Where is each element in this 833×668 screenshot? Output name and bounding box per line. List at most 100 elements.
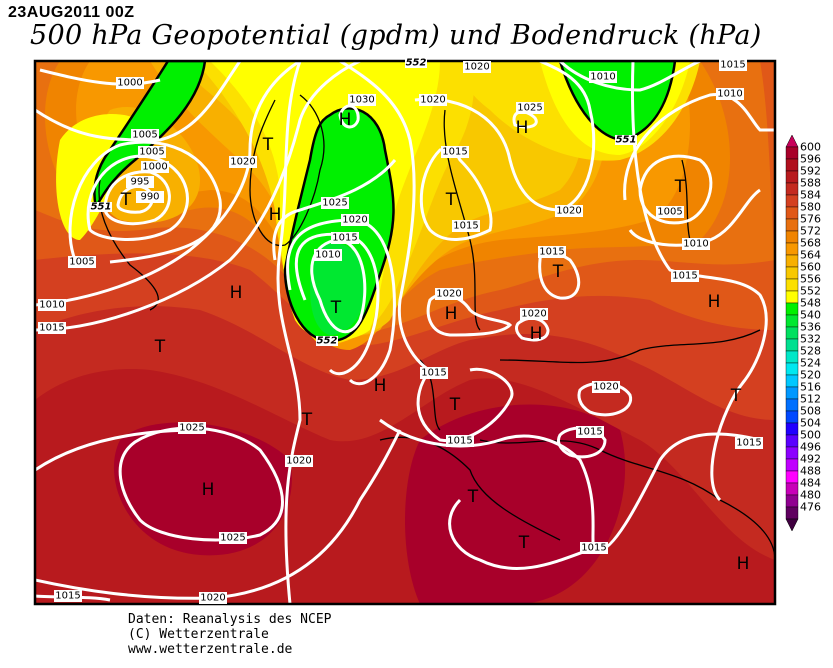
high-pressure-marker: H xyxy=(708,292,721,312)
colorbar-tick-label: 540 xyxy=(800,309,821,322)
isobar-label: 1020 xyxy=(229,156,257,168)
low-pressure-marker: T xyxy=(330,298,342,318)
isobar-label: 1015 xyxy=(446,435,474,447)
isobar-value: 1020 xyxy=(420,95,445,106)
isobar-label: 1000 xyxy=(116,77,144,89)
low-pressure-marker: T xyxy=(301,410,313,430)
isobar-value: 1015 xyxy=(539,247,564,258)
isobar-value: 1005 xyxy=(657,207,682,218)
colorbar-tick-label: 524 xyxy=(800,357,821,370)
low-pressure-marker: T xyxy=(730,386,742,406)
isobar-label: 1020 xyxy=(341,214,369,226)
isobar-label: 990 xyxy=(136,191,164,203)
isobar-value: 1020 xyxy=(230,157,255,168)
isobars xyxy=(35,61,775,604)
colorbar-tick-label: 520 xyxy=(800,369,821,382)
isobar-label: 1010 xyxy=(589,71,617,83)
colorbar-tick-label: 564 xyxy=(800,249,821,262)
colorbar-swatch xyxy=(785,482,799,496)
isobar-label: 1015 xyxy=(420,367,448,379)
isobar-value: 1015 xyxy=(581,543,606,554)
isobar-value: 1015 xyxy=(736,438,761,449)
colorbar-swatch xyxy=(785,506,799,520)
isobar-label: 1020 xyxy=(592,381,620,393)
isobar-value: 1010 xyxy=(717,89,742,100)
isobar-value: 1025 xyxy=(517,103,542,114)
colorbar-tick-label: 592 xyxy=(800,165,821,178)
credit-website: www.wetterzentrale.de xyxy=(128,642,293,657)
date-label: 23AUG2011 00Z xyxy=(8,4,135,21)
colorbar-tick-label: 512 xyxy=(800,393,821,406)
colorbar-swatch xyxy=(785,278,799,292)
isobar-value: 1025 xyxy=(179,423,204,434)
colorbar-tick-label: 488 xyxy=(800,465,821,478)
colorbar-swatch xyxy=(785,266,799,280)
isobar-label: 1015 xyxy=(452,220,480,232)
contour-label: 551 xyxy=(616,135,637,146)
high-pressure-marker: H xyxy=(269,205,282,225)
isobar-label: 1010 xyxy=(314,249,342,261)
isobar-value: 1010 xyxy=(39,300,64,311)
isobar-value: 1015 xyxy=(332,233,357,244)
isobar-value: 1005 xyxy=(69,257,94,268)
high-pressure-marker: H xyxy=(374,376,387,396)
colorbar-swatch xyxy=(785,254,799,268)
map-title: 500 hPa Geopotential (gpdm) und Bodendru… xyxy=(30,20,762,51)
isobar-label: 1015 xyxy=(671,270,699,282)
colorbar-tick-label: 560 xyxy=(800,261,821,274)
colorbar-tick-label: 588 xyxy=(800,177,821,190)
colorbar-tick-label: 572 xyxy=(800,225,821,238)
colorbar-swatch xyxy=(785,218,799,232)
low-pressure-marker: T xyxy=(674,177,686,197)
colorbar-bottom-arrow xyxy=(785,518,799,532)
colorbar-tick-label: 556 xyxy=(800,273,821,286)
isobar-value: 1015 xyxy=(55,591,80,602)
colorbar-swatch xyxy=(785,206,799,220)
colorbar-tick-label: 492 xyxy=(800,453,821,466)
colorbar-swatch xyxy=(785,350,799,364)
credit-copyright: (C) Wetterzentrale xyxy=(128,627,269,642)
colorbar-swatch xyxy=(785,470,799,484)
isobar-label: 1015 xyxy=(38,322,66,334)
isobar-label: 1020 xyxy=(199,592,227,604)
isobar-label: 1025 xyxy=(178,422,206,434)
isobar-label: 1010 xyxy=(682,238,710,250)
colorbar-tick-label: 480 xyxy=(800,489,821,502)
colorbar-swatch xyxy=(785,446,799,460)
isobar-value: 1020 xyxy=(521,309,546,320)
colorbar-tick-label: 536 xyxy=(800,321,821,334)
isobar-value: 990 xyxy=(140,192,159,203)
colorbar-tick-label: 576 xyxy=(800,213,821,226)
isobar-value: 1015 xyxy=(672,271,697,282)
colorbar-swatch xyxy=(785,302,799,316)
colorbar-swatch xyxy=(785,326,799,340)
low-pressure-marker: T xyxy=(120,190,132,210)
isobar-value: 1000 xyxy=(142,162,167,173)
isobar-value: 1005 xyxy=(132,130,157,141)
colorbar-tick-label: 600 xyxy=(800,141,821,154)
isobar-value: 995 xyxy=(130,177,149,188)
isobar-value: 1025 xyxy=(220,533,245,544)
low-pressure-marker: T xyxy=(467,487,479,507)
isobar-value: 1020 xyxy=(436,289,461,300)
low-pressure-marker: T xyxy=(518,533,530,553)
colorbar-swatch xyxy=(785,314,799,328)
colorbar-tick-label: 528 xyxy=(800,345,821,358)
low-pressure-marker: T xyxy=(552,262,564,282)
contour-label: 552 xyxy=(406,58,427,69)
high-pressure-marker: H xyxy=(339,110,352,130)
low-pressure-marker: T xyxy=(449,395,461,415)
isobar-label: 995 xyxy=(126,176,154,188)
isobar-label: 1015 xyxy=(538,246,566,258)
colorbar-tick-label: 584 xyxy=(800,189,821,202)
high-pressure-marker: H xyxy=(530,324,543,344)
high-pressure-marker: H xyxy=(516,118,529,138)
isobar-label: 1015 xyxy=(735,437,763,449)
colorbar-tick-label: 532 xyxy=(800,333,821,346)
colorbar-swatch xyxy=(785,374,799,388)
isobar-label: 1005 xyxy=(131,129,159,141)
isobar-value: 1015 xyxy=(720,60,745,71)
colorbar-swatch xyxy=(785,242,799,256)
colorbar-tick-label: 484 xyxy=(800,477,821,490)
